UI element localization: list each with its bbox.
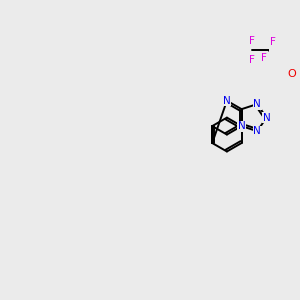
Text: N: N [253,126,261,136]
Text: F: F [249,55,255,65]
Text: N: N [253,99,261,109]
Text: O: O [287,69,296,79]
Text: F: F [249,36,255,46]
Text: N: N [223,96,231,106]
Text: F: F [270,38,276,47]
Text: N: N [238,121,245,131]
Text: F: F [261,53,267,64]
Text: N: N [262,112,270,123]
